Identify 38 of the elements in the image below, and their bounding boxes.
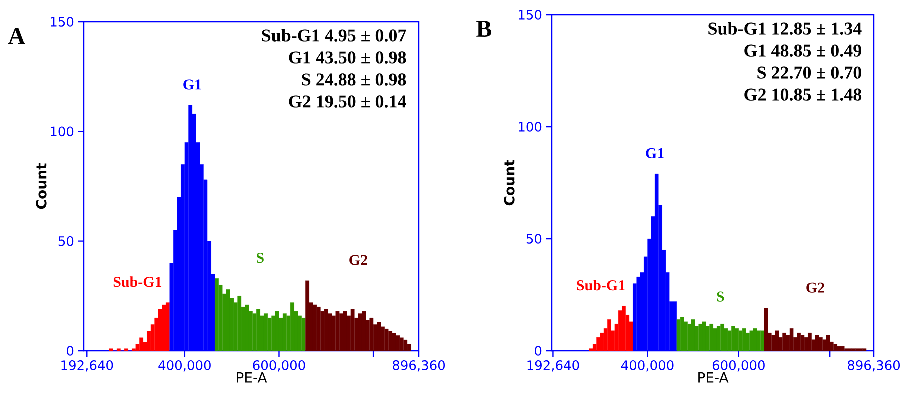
annotation: Sub-G1: [577, 280, 625, 291]
y-tick-label: 50: [526, 234, 542, 244]
x-tick-label: 600,000: [712, 360, 765, 372]
y-tick-label: 50: [58, 236, 74, 246]
annotation: Sub-G1: [114, 276, 162, 288]
annotation: G1: [646, 148, 664, 158]
y-axis-title: Count: [504, 160, 515, 206]
annotation: S: [717, 292, 724, 302]
annotation: G2 10.85 ± 1.48: [744, 88, 862, 101]
annotation: Sub-G1 12.85 ± 1.34: [708, 22, 862, 35]
annotation: Sub-G1 4.95 ± 0.07: [262, 29, 406, 42]
y-tick-label: 150: [519, 10, 542, 20]
y-tick-label: 100: [51, 126, 74, 137]
annotation: G1 48.85 ± 0.49: [744, 44, 862, 57]
x-axis-title: PE-A: [237, 372, 268, 383]
y-tick-label: 150: [51, 17, 74, 27]
y-axis-title: Count: [36, 164, 47, 210]
annotation: G1: [184, 80, 202, 90]
annotation: G2: [350, 255, 368, 266]
annotation: G1 43.50 ± 0.98: [289, 52, 406, 64]
x-tick-label: 400,000: [621, 360, 674, 372]
x-tick-label: 600,000: [253, 360, 306, 372]
x-tick-label: 896,360: [393, 360, 445, 372]
x-axis-title: PE-A: [698, 372, 729, 383]
y-tick-label: 0: [67, 346, 74, 356]
x-tick-label: 192,640: [62, 360, 114, 372]
annotation: S 22.70 ± 0.70: [758, 66, 862, 79]
x-tick-label: 896,360: [848, 360, 900, 372]
annotation: S 24.88 ± 0.98: [302, 74, 406, 86]
chart-title: A: [8, 28, 26, 44]
x-tick-label: 192,640: [528, 360, 580, 372]
y-tick-label: 0: [535, 346, 542, 356]
annotation: S: [257, 253, 264, 264]
annotation: G2: [806, 282, 824, 293]
y-tick-label: 100: [519, 122, 542, 132]
annotation: G2 19.50 ± 0.14: [289, 96, 406, 108]
chart-title: B: [476, 21, 492, 37]
x-tick-label: 400,000: [158, 360, 211, 372]
